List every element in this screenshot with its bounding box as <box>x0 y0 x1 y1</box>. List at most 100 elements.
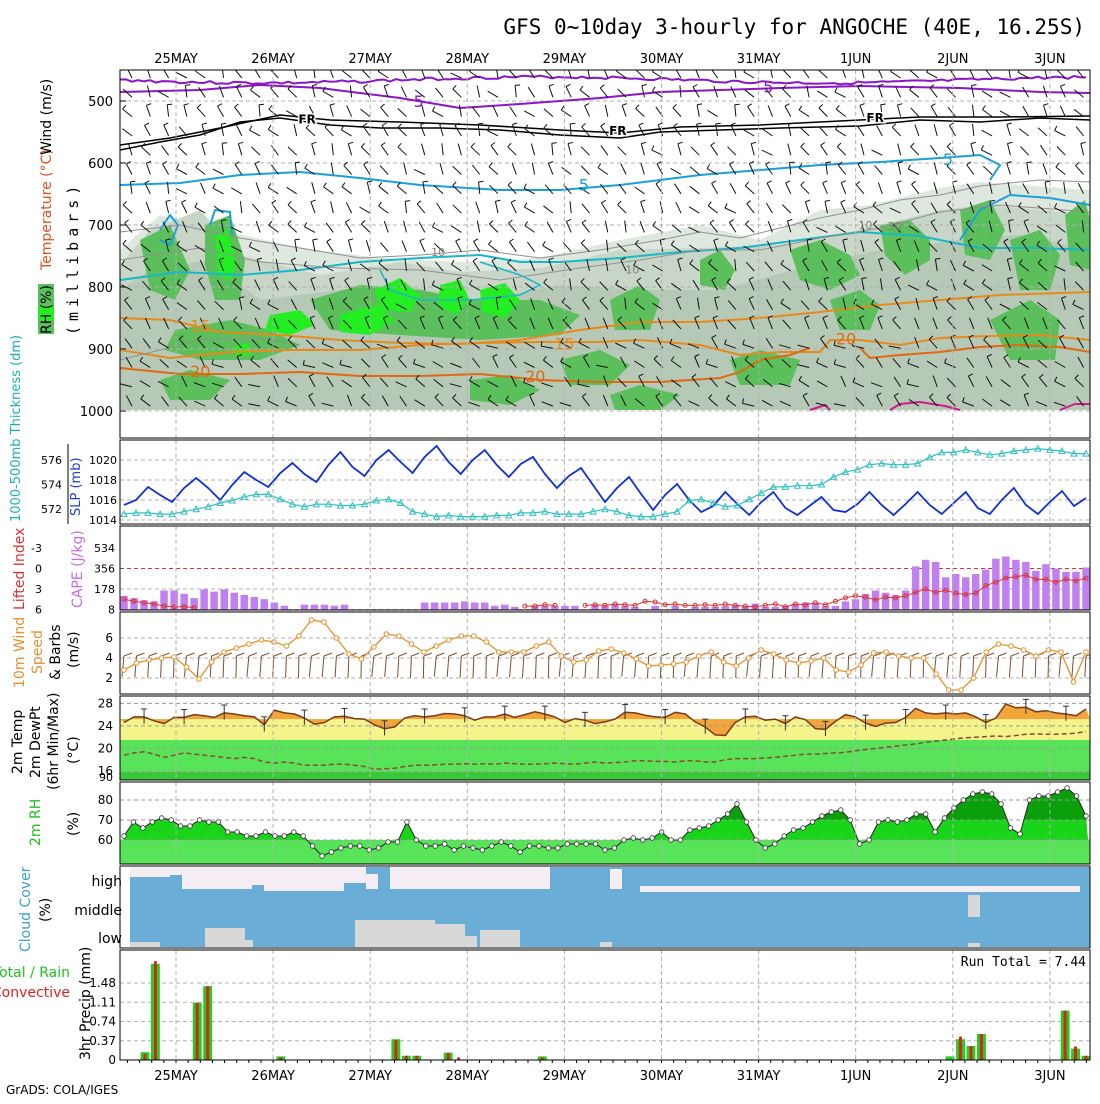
cloud-level-middle: middle <box>74 903 122 919</box>
wind-barb-10m-flag <box>299 653 307 656</box>
contour-label: 5 <box>579 175 589 194</box>
wind-barb-10m-flag <box>374 653 382 656</box>
cloud-high <box>390 867 550 889</box>
wind-barb-flag <box>295 239 300 240</box>
wind-barb-flag <box>222 143 227 144</box>
wind-speed-line <box>124 620 1086 690</box>
pressure-tick-label: 800 <box>88 281 113 296</box>
rh2m-marker <box>480 848 485 853</box>
precip-axis-title: Total / Rain Convective 3hr Precip (mm) … <box>0 947 1086 1060</box>
slp-thickness-panel <box>120 446 1090 520</box>
rh2m-marker <box>876 820 881 825</box>
cloud-low <box>480 930 520 947</box>
rh2m-marker <box>527 844 532 849</box>
rh2m-marker <box>499 840 504 845</box>
cape-bar <box>1052 569 1060 610</box>
day-label-top: 25MAY <box>154 52 198 67</box>
rh2m-marker <box>961 798 966 803</box>
wind-barb-10m <box>460 656 461 678</box>
wind-barb-flag <box>405 201 410 202</box>
cloud-high <box>640 886 1080 892</box>
slp-tick-label: 1014 <box>89 514 117 527</box>
cape-bar <box>561 606 569 610</box>
cape-bar <box>1022 562 1030 610</box>
cloud-low <box>968 943 980 947</box>
rh2m-axis-title: 2m RH (%) <box>28 799 82 846</box>
rh2m-marker <box>725 812 730 817</box>
wind-speed-marker <box>384 632 389 637</box>
precip-convective-bar <box>394 1040 397 1060</box>
wind-barb-10m-flag <box>974 653 982 656</box>
wind-barb-flag <box>496 297 501 298</box>
rh2m-marker <box>339 846 344 851</box>
precip-panel <box>120 961 1091 1060</box>
wind-barb-10m <box>372 656 374 677</box>
rh2m-marker <box>678 838 683 843</box>
wind-barb-10m <box>223 656 224 678</box>
wind-barb-10m <box>960 656 961 678</box>
cloud-high <box>610 869 622 889</box>
wind-speed-marker <box>334 636 339 641</box>
wind-speed-marker <box>584 658 589 663</box>
wind10m-units: (m/s) <box>66 631 82 668</box>
wind-barb-10m <box>385 656 387 677</box>
wind-barb-10m-flag <box>474 653 482 656</box>
precip-convective-bar <box>143 1054 146 1060</box>
wind-barb-10m <box>260 656 262 677</box>
cape-bar <box>481 603 489 611</box>
cloud-low <box>245 940 253 947</box>
slp-thickness-axis-title: 1000-500mb Thickness (dm) SLP (mb) <box>9 335 84 522</box>
wind-barb-10m <box>197 656 199 677</box>
temp2m-label-a: 2m Temp <box>10 710 26 774</box>
cape-bar <box>912 566 920 610</box>
rh2m-marker <box>254 834 259 839</box>
wind-barb-10m-flag <box>574 653 582 656</box>
wind-speed-marker <box>634 657 639 662</box>
precip-convective-bar <box>1074 1047 1077 1061</box>
contour-label: FR <box>609 124 626 138</box>
pressure-tick-label: 500 <box>88 95 113 110</box>
wind-speed-marker <box>347 652 352 657</box>
cape-bar <box>210 592 218 610</box>
wind-barb-10m-flag <box>674 653 682 656</box>
wind-barb-flag <box>935 258 940 259</box>
cape-bar <box>441 603 449 611</box>
wind-speed-marker <box>871 651 876 656</box>
rh2m-marker <box>829 810 834 815</box>
precip-convective-bar <box>196 1003 199 1060</box>
rh2m-marker <box>386 840 391 845</box>
wind-barb-10m-flag <box>999 653 1007 656</box>
wind-barb-10m-flag <box>636 653 644 656</box>
wind-barb-10m-flag <box>399 653 407 656</box>
rh2m-marker <box>971 792 976 797</box>
day-label-bottom: 28MAY <box>446 1069 490 1084</box>
wind-speed-marker <box>684 660 689 665</box>
wind-barb-flag <box>185 85 190 86</box>
rh2m-marker <box>225 830 230 835</box>
rh2m-marker <box>235 830 240 835</box>
day-label-top: 2JUN <box>937 52 968 67</box>
rh2m-marker <box>141 826 146 831</box>
rh2m-marker <box>178 824 183 829</box>
cloud-level-low: low <box>98 931 122 947</box>
wind-barb-10m <box>835 656 836 678</box>
day-label-top: 3JUN <box>1034 52 1065 67</box>
cape-bar <box>311 605 319 610</box>
precip-convective-bar <box>1064 1011 1067 1060</box>
cape-tick-label: 356 <box>94 563 115 576</box>
wind-barb-10m <box>398 656 399 678</box>
wind-barb-10m <box>1072 656 1074 677</box>
pressure-tick-label: 1000 <box>80 405 113 420</box>
rh2m-marker <box>1018 832 1023 837</box>
wind-barb-10m <box>572 656 574 677</box>
thickness-tick-label: 574 <box>41 478 62 491</box>
rh2m-marker <box>791 828 796 833</box>
cape-bar <box>832 606 840 610</box>
cape-bar <box>271 603 279 611</box>
li-tick-label: 6 <box>35 604 42 617</box>
rh2m-marker <box>933 830 938 835</box>
rh2m-marker <box>216 820 221 825</box>
cape-axis-label: CAPE (J/kg) <box>70 530 86 608</box>
precip-label-total: Total / Rain <box>0 965 70 981</box>
